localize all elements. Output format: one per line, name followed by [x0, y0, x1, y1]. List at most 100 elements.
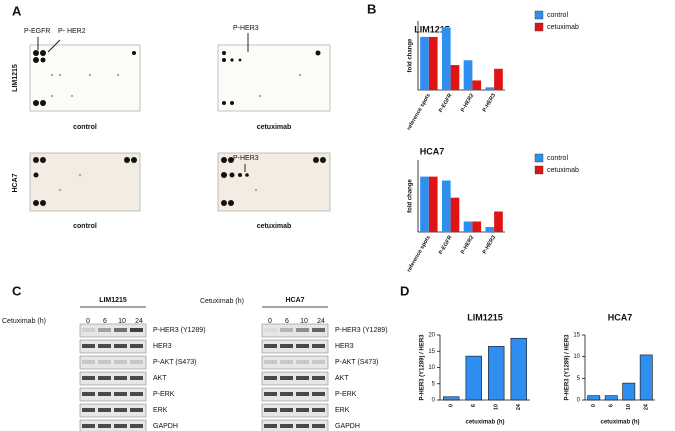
protein-label: HER3 — [153, 343, 172, 350]
blot-band — [114, 408, 127, 412]
bar — [463, 60, 473, 90]
blot-band — [280, 360, 293, 364]
x-tick-label: 10 — [494, 404, 500, 410]
x-tick-label: 6 — [471, 404, 477, 407]
blot-strip — [261, 403, 329, 418]
bar — [420, 36, 429, 90]
blot-band — [114, 328, 127, 332]
blot-band — [264, 360, 277, 364]
panel-label: A — [12, 3, 22, 18]
row-label: LIM1215 — [12, 64, 19, 92]
protein-label: P-HER3 (Y1289) — [153, 327, 206, 334]
blot-band — [98, 392, 111, 396]
x-tick-label: reference spots — [406, 93, 432, 131]
time-point: 10 — [300, 318, 308, 325]
x-tick-label: P-EGFR — [438, 235, 454, 256]
blot-band — [280, 328, 293, 332]
chart-title: LIM1215 — [467, 312, 503, 322]
x-axis-label: cetuximab (h) — [465, 420, 504, 426]
y-tick-label: 15 — [573, 333, 580, 339]
protein-label: GAPDH — [153, 423, 178, 430]
blot-title: LIM1215 — [99, 297, 127, 304]
protein-label: P-AKT (S473) — [153, 359, 196, 366]
blot-band — [98, 424, 111, 428]
time-label: Cetuximab (h) — [2, 318, 46, 325]
blot-band — [296, 328, 309, 332]
blot-strip — [261, 387, 329, 402]
chart-title: LIM1215 — [414, 24, 450, 34]
bar — [443, 396, 460, 401]
blot-band — [312, 328, 325, 332]
legend-label: control — [547, 12, 568, 19]
blot-band — [280, 408, 293, 412]
legend-swatch — [534, 165, 544, 175]
x-tick-label: P-HER3 — [482, 235, 497, 255]
arrow-label: P-HER3 — [233, 25, 259, 32]
blot-caption: cetuximab — [257, 223, 292, 230]
bar — [428, 36, 438, 90]
blot-band — [264, 424, 277, 428]
x-tick-label: 0 — [591, 404, 597, 407]
bar — [494, 211, 503, 232]
y-tick-label: 0 — [577, 398, 581, 404]
array-blots — [29, 33, 331, 212]
blot-band — [98, 360, 111, 364]
time-point: 6 — [103, 318, 107, 325]
time-point: 0 — [86, 318, 90, 325]
y-tick-label: 15 — [428, 349, 435, 355]
blot-band — [130, 408, 143, 412]
bar — [428, 176, 438, 232]
bar — [488, 346, 505, 401]
bar — [450, 65, 460, 90]
bar — [465, 355, 482, 401]
arrow-label: P- HER2 — [58, 28, 86, 35]
blot-band — [264, 392, 277, 396]
bar — [441, 180, 451, 232]
row-label: HCA7 — [12, 173, 19, 192]
blot-band — [114, 424, 127, 428]
time-label: Cetuximab (h) — [200, 298, 244, 305]
y-tick-label: 5 — [432, 381, 436, 387]
blot-caption: cetuximab — [257, 124, 292, 131]
blot-caption: control — [73, 124, 97, 131]
y-tick-label: 5 — [577, 376, 581, 382]
x-tick-label: 10 — [626, 404, 632, 410]
blot-strip — [79, 419, 147, 431]
blot-band — [114, 344, 127, 348]
x-tick-label: 24 — [516, 403, 522, 410]
protein-label: P-AKT (S473) — [335, 359, 378, 366]
blot-band — [264, 328, 277, 332]
bar — [494, 68, 503, 90]
blot-band — [296, 392, 309, 396]
x-tick-label: P-HER2 — [460, 93, 475, 113]
legend-swatch — [534, 153, 544, 163]
y-tick-label: 10 — [573, 354, 580, 360]
bar — [441, 27, 451, 90]
legend-label: control — [547, 155, 568, 162]
arrow-label: P-HER3 — [233, 155, 259, 162]
blot-strip — [261, 419, 329, 431]
x-tick-label: 0 — [449, 404, 455, 407]
blot-band — [296, 360, 309, 364]
blot-band — [312, 408, 325, 412]
bar — [472, 80, 482, 90]
time-point: 24 — [317, 318, 325, 325]
panel-label: C — [12, 283, 22, 298]
blot-band — [296, 344, 309, 348]
blot-strip — [79, 387, 147, 402]
bar — [472, 221, 482, 232]
blot-band — [82, 392, 95, 396]
x-axis-label: cetuximab (h) — [600, 420, 639, 426]
y-axis-label: fold change — [408, 179, 414, 213]
blot-band — [130, 328, 143, 332]
y-axis-label: P-HER3 (Y1289) / HER3 — [565, 334, 571, 401]
blot-band — [264, 344, 277, 348]
blot-strip — [79, 339, 147, 354]
blot-band — [130, 376, 143, 380]
bar — [450, 197, 460, 232]
blot-strip — [79, 355, 147, 370]
blot-strip — [261, 355, 329, 370]
blot-band — [98, 344, 111, 348]
blot-band — [82, 360, 95, 364]
